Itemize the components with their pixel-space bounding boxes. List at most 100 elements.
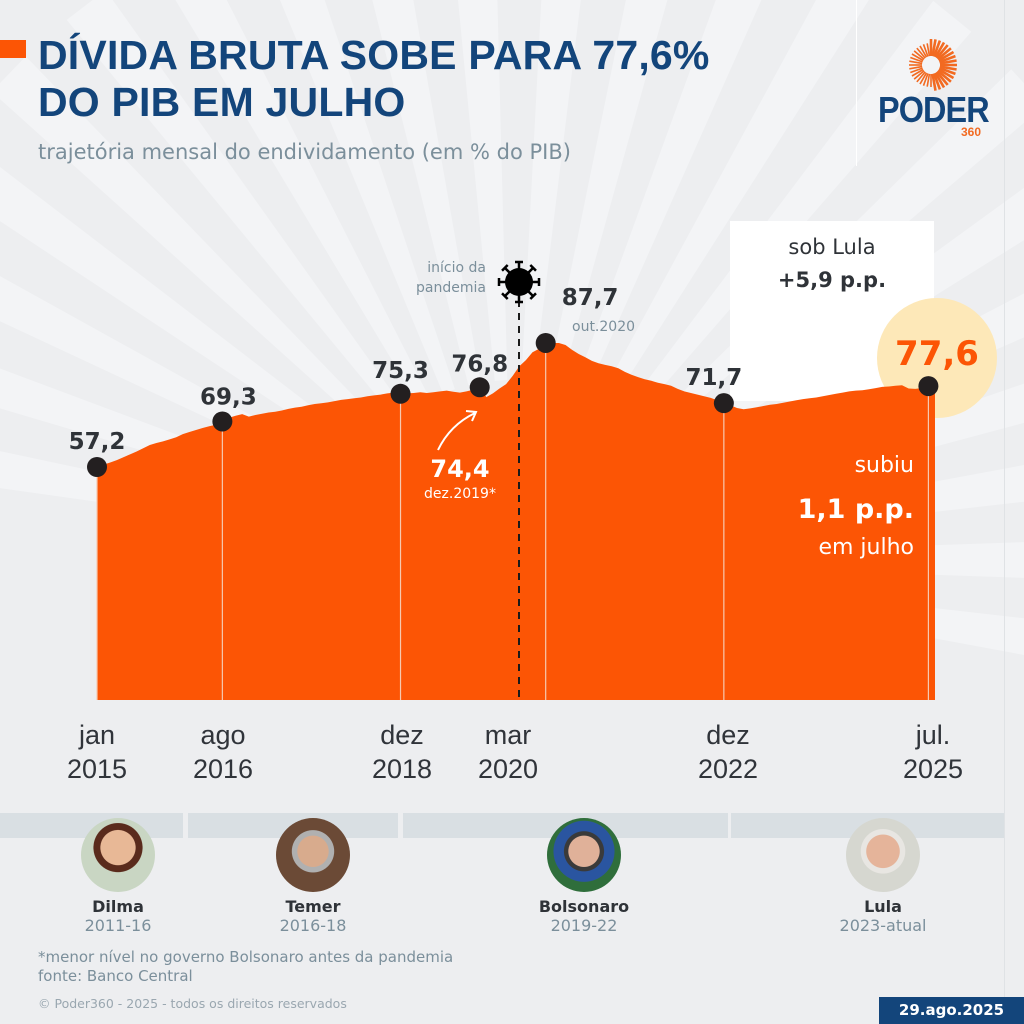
background-ray	[279, 0, 455, 394]
debt-area	[97, 343, 935, 700]
background-ray	[547, 0, 668, 387]
lula-box-label: sob Lula	[788, 235, 876, 259]
logo-ray	[938, 68, 955, 80]
subtitle: trajetória mensal do endividamento (em %…	[38, 140, 571, 164]
logo-ray	[937, 69, 952, 83]
sunburst-logo-icon	[909, 39, 957, 91]
virus-icon	[497, 260, 541, 304]
background-ray	[620, 0, 972, 425]
logo-ray	[935, 44, 949, 59]
footnote: *menor nível no governo Bolsonaro antes …	[38, 948, 454, 966]
logo-ray	[909, 60, 923, 65]
x-tick-ago-2016: ago 2016	[163, 718, 283, 786]
logo-ray	[939, 66, 956, 76]
logo-ray	[911, 53, 924, 62]
data-point-marker	[212, 411, 233, 432]
copyright: © Poder360 - 2025 - todos os direitos re…	[38, 996, 347, 1011]
data-label-dez-2022: 71,7	[685, 365, 742, 391]
gov-name-lula: Lula	[864, 897, 902, 916]
lula-box-value: +5,9 p.p.	[777, 268, 887, 292]
gov-name-bolsonaro: Bolsonaro	[538, 897, 630, 916]
logo-ray	[931, 73, 937, 91]
logo-ray	[916, 71, 926, 83]
gov-term-bolsonaro: 2019-22	[550, 916, 618, 935]
x-tick-month: dez	[380, 720, 424, 750]
x-tick-month: mar	[484, 720, 532, 750]
monthly-change-value: 1,1 p.p.	[797, 494, 914, 525]
peak-date-label: out.2020	[572, 319, 636, 335]
logo-ray	[935, 71, 949, 86]
logo-ray	[910, 67, 923, 74]
logo-ray	[919, 45, 928, 58]
x-tick-month: jan	[78, 720, 116, 750]
low-date-label: dez.2019*	[424, 486, 496, 502]
x-tick-year: 2022	[697, 754, 759, 784]
data-label-jul-2025: 77,6	[895, 334, 979, 374]
x-tick-month: dez	[706, 720, 750, 750]
monthly-change-label: subiu	[854, 453, 914, 478]
logo-ray	[922, 44, 929, 57]
data-label-jan-2015: 57,2	[69, 429, 126, 455]
logo-ray	[919, 72, 928, 85]
data-label-dez-2018: 75,3	[372, 358, 429, 384]
pandemic-label-line-2: pandemia	[416, 280, 486, 296]
background-ray	[573, 0, 762, 396]
background-ray	[372, 0, 481, 386]
logo-name: PODER	[878, 89, 990, 130]
title-line-2: DO PIB EM JULHO	[38, 79, 406, 125]
logo-ray	[939, 59, 957, 65]
data-label-nov-2019: 76,8	[451, 351, 508, 377]
date-badge: 29.ago.2025	[879, 997, 1024, 1024]
logo-divider	[856, 0, 857, 166]
background-ray	[458, 0, 508, 381]
temer-photo	[276, 818, 350, 892]
logo-ray	[931, 39, 937, 57]
x-tick-month: ago	[200, 720, 246, 750]
logo-ray	[939, 65, 957, 71]
low-value-label: 74,4	[430, 455, 490, 483]
x-tick-year: 2018	[371, 754, 433, 784]
x-tick-jan-2015: jan 2015	[37, 718, 157, 786]
logo-ray	[913, 70, 925, 80]
accent-bar	[0, 40, 26, 58]
data-point-marker	[87, 457, 107, 477]
logo-ray	[916, 47, 926, 59]
arrow-icon	[437, 410, 478, 451]
background-ray	[66, 0, 408, 422]
gov-term-temer: 2016-18	[279, 916, 347, 935]
data-point-marker	[390, 383, 411, 404]
x-tick-year: 2016	[192, 754, 254, 784]
dilma-photo	[81, 818, 155, 892]
logo-ray	[910, 56, 923, 63]
background-ray	[0, 56, 387, 440]
background-ray	[521, 0, 581, 382]
monthly-change-period: em julho	[818, 535, 914, 560]
lula-photo	[846, 818, 920, 892]
data-point-marker	[469, 377, 490, 398]
data-point-marker	[535, 332, 556, 353]
logo-ray	[938, 50, 955, 62]
background-ray	[0, 167, 370, 461]
x-tick-month: jul.	[915, 720, 951, 750]
right-edge-divider	[1004, 0, 1005, 1024]
logo-ray	[934, 72, 946, 89]
logo-ray	[932, 73, 942, 90]
gov-name-dilma: Dilma	[92, 897, 144, 916]
x-tick-year: 2015	[66, 754, 128, 784]
bolsonaro-photo	[547, 818, 621, 892]
source-note: fonte: Banco Central	[38, 967, 193, 985]
data-point-marker	[918, 376, 939, 397]
title-line-1: DÍVIDA BRUTA SOBE PARA 77,6%	[38, 32, 710, 78]
logo-ray	[926, 73, 931, 87]
x-tick-dez-2018: dez 2018	[342, 718, 462, 786]
gov-term-lula: 2023-atual	[839, 916, 927, 935]
logo-ray	[911, 68, 924, 77]
gov-term-dilma: 2011-16	[84, 916, 152, 935]
x-tick-jul-2025: jul. 2025	[873, 718, 993, 786]
pandemic-label-line-1: início da	[427, 260, 486, 276]
logo-ray	[909, 65, 923, 70]
background-ray	[597, 0, 869, 409]
logo-ray	[934, 41, 946, 58]
gov-name-temer: Temer	[285, 897, 341, 916]
